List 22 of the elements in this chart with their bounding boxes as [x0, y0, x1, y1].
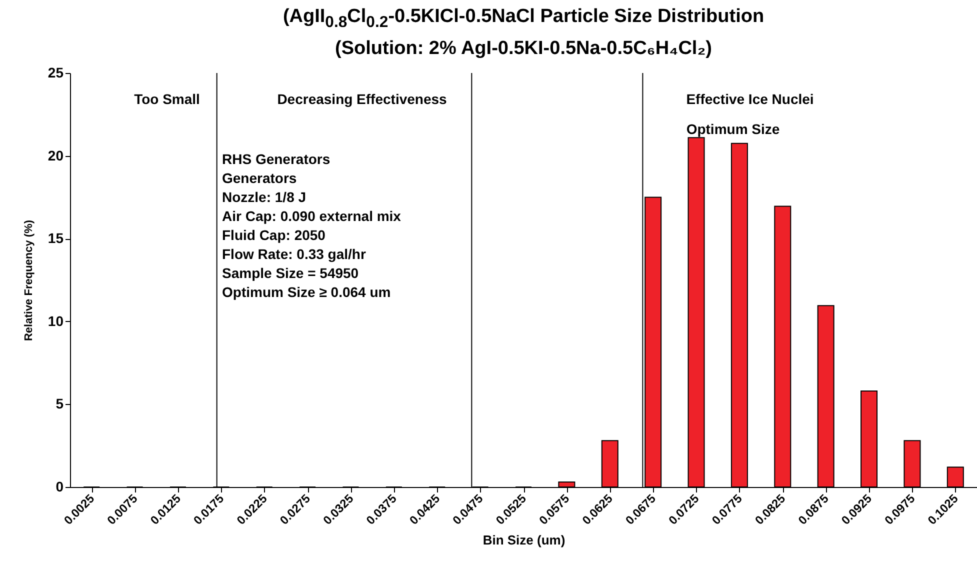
y-tick-label: 0 — [56, 478, 64, 494]
annotation: Air Cap: 0.090 external mix — [222, 208, 402, 224]
y-axis-title: Relative Frequency (%) — [22, 220, 35, 342]
annotation: RHS Generators — [222, 151, 330, 167]
annotation: Sample Size = 54950 — [222, 265, 359, 281]
annotation: Optimum Size — [686, 121, 780, 137]
annotation: Effective Ice Nuclei — [686, 91, 814, 107]
annotation: Optimum Size ≥ 0.064 um — [222, 284, 391, 300]
y-tick-label: 5 — [56, 396, 64, 412]
chart-title: (AgII$_{0.8}$Cl$_{0.2}$-0.5KICl-0.5NaCl Particle Size Distribution — [282, 5, 766, 33]
annotation: Flow Rate: 0.33 gal/hr — [222, 246, 366, 262]
y-tick-label: 20 — [48, 147, 64, 164]
y-tick-label: 15 — [48, 230, 64, 246]
annotation: Decreasing Effectiveness — [277, 91, 448, 107]
annotation: Generators — [222, 170, 297, 186]
annotation: Fluid Cap: 2050 — [222, 227, 326, 243]
chart-subtitle: (Solution: 2% AgI-0.5KI-0.5Na-0.5C₆H₄Cl₂) — [334, 36, 713, 61]
annotation: Too Small — [134, 91, 200, 107]
x-axis-title: Bin Size (um) — [482, 532, 566, 548]
y-tick-label: 25 — [48, 64, 64, 80]
annotation: Nozzle: 1/8 J — [222, 189, 306, 205]
y-tick-label: 10 — [48, 312, 64, 329]
